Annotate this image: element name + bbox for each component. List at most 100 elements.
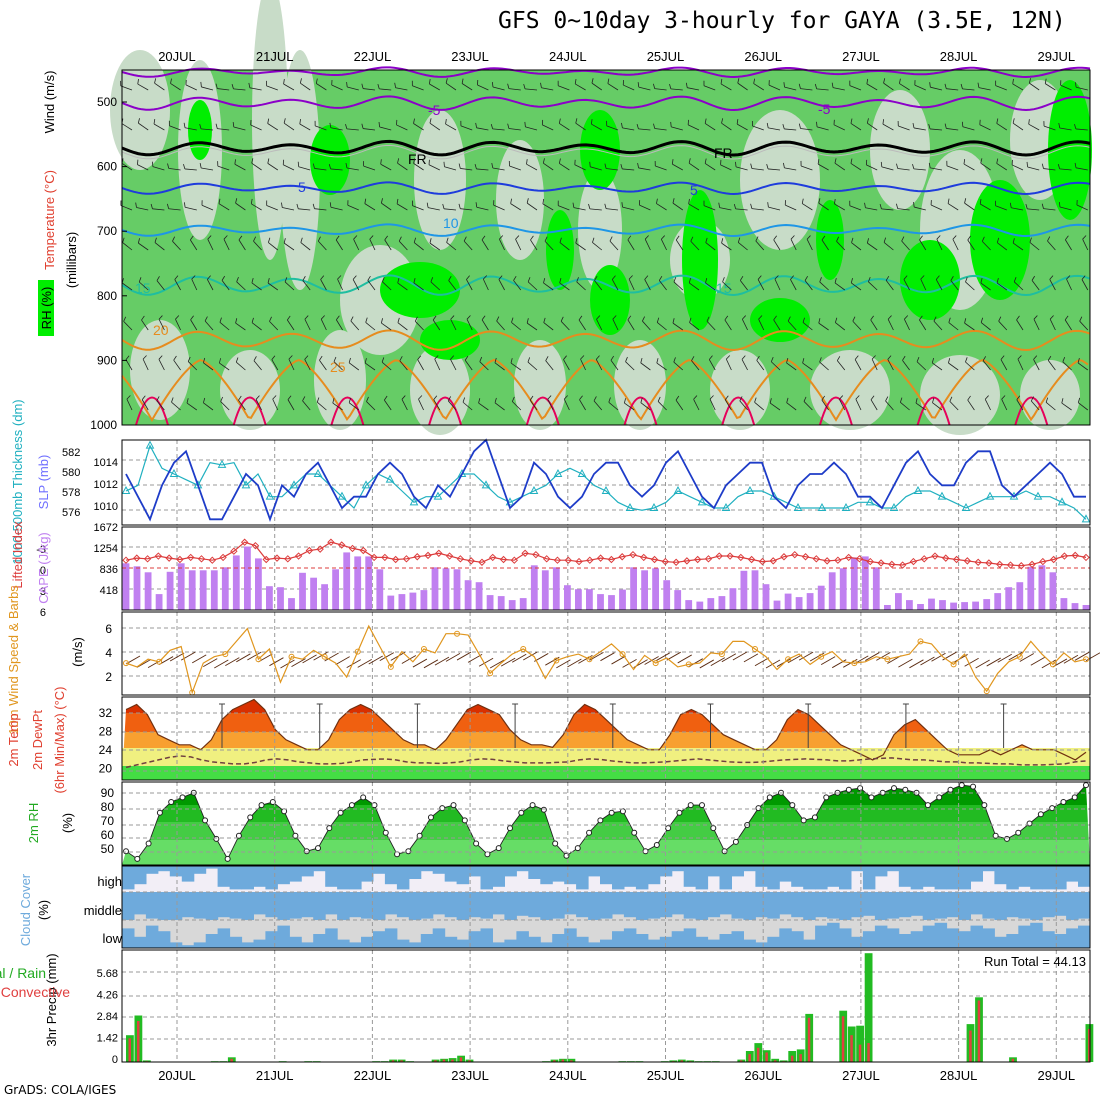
wind-barb-flag <box>328 164 332 170</box>
li-marker <box>133 554 141 562</box>
high-cloud-bar <box>528 866 541 879</box>
wind-barb-flag <box>158 355 163 360</box>
wind-barb <box>1081 279 1089 291</box>
cape-bar <box>972 601 979 610</box>
wind-barb-flag <box>816 121 818 127</box>
temp-band <box>122 699 1090 713</box>
wind-barb-flag <box>250 198 253 204</box>
low-rh-area <box>1020 360 1080 430</box>
high-cloud-bar <box>289 866 302 882</box>
middle-cloud-bar <box>384 892 398 915</box>
wind-barb <box>347 86 359 91</box>
wind-barb <box>477 84 489 91</box>
wind-barb <box>962 126 975 131</box>
wind-barb-10m <box>986 657 1001 667</box>
wind-speed-marker <box>983 688 990 695</box>
wind-barb <box>900 402 910 411</box>
wind-barb <box>899 83 910 91</box>
wind-barb <box>612 319 619 331</box>
thickness-marker <box>553 468 563 477</box>
wind-barb <box>1045 402 1056 411</box>
thickness-marker <box>337 491 347 500</box>
isotherm-30 <box>1014 396 1049 426</box>
cape-tick-label: 1254 <box>94 543 118 555</box>
wind-barb-10m <box>412 658 428 668</box>
wind-barb-flag <box>850 278 853 284</box>
wind-barb-flag <box>156 396 160 401</box>
freezing-level-shadow <box>121 144 1091 160</box>
wind-barb-flag <box>591 78 594 84</box>
wind-barb-flag <box>803 396 807 402</box>
li-marker <box>456 555 465 563</box>
isotherm-30 <box>916 396 951 426</box>
wind-barb <box>800 165 813 171</box>
wind-barb-flag <box>609 236 613 242</box>
wind-barb-flag <box>446 237 449 243</box>
cape-bar <box>166 571 174 610</box>
low-rh-area <box>920 355 1000 435</box>
wind-barb <box>786 402 797 411</box>
cape-bar <box>144 572 152 610</box>
low-rh-area <box>614 340 666 430</box>
temp-band <box>122 748 1090 766</box>
wind-barb-flag <box>426 202 429 208</box>
middle-cloud-bar <box>361 892 374 919</box>
middle-cloud-bar <box>265 892 278 918</box>
rh-tick-label: 50 <box>101 842 115 856</box>
wind-barb <box>1001 398 1008 411</box>
cape-tick-label: 836 <box>100 564 118 576</box>
middle-cloud-bar <box>1006 892 1019 918</box>
isotherm-30 <box>525 396 560 426</box>
wind-barb-flag <box>625 356 628 362</box>
wind-barb-flag <box>851 237 854 243</box>
wind-barb-flag <box>507 123 510 129</box>
wind-barb <box>1047 360 1056 371</box>
li-marker <box>931 552 939 560</box>
wind-barb <box>638 167 651 171</box>
wind-barb <box>1031 280 1040 291</box>
wind-barb-10m <box>787 654 803 664</box>
wind-barb <box>207 239 214 251</box>
wind-barb <box>851 282 862 291</box>
cape-bar <box>343 552 351 610</box>
cape-bar <box>552 567 560 610</box>
wind-barb <box>464 360 473 371</box>
wind-barb-flag <box>742 315 747 320</box>
thickness-marker <box>985 491 995 500</box>
date-tick-bottom: 23JUL <box>451 1068 489 1083</box>
wind-barb <box>1017 358 1024 371</box>
low-cloud-bar <box>755 942 768 948</box>
wind-barb-flag <box>253 236 257 242</box>
wind-barb-flag <box>153 118 156 125</box>
wind-barb-flag <box>220 396 224 402</box>
cape-bar <box>453 569 461 610</box>
wind-barb-flag <box>950 276 954 281</box>
wind-barb <box>466 319 473 331</box>
wind-barb <box>347 204 359 211</box>
low-rh-area <box>496 140 544 260</box>
credit-label: GrADS: COLA/IGES <box>4 1083 117 1097</box>
li-marker <box>316 545 324 553</box>
low-cloud-bar <box>564 928 577 948</box>
wind-barb <box>591 82 603 91</box>
precip-total-bar <box>856 1025 864 1062</box>
thickness-marker <box>601 485 611 494</box>
wind-barb-flag <box>369 235 374 240</box>
high-cloud-bar <box>408 866 422 879</box>
wind-barb-flag <box>883 78 886 84</box>
slp-axis-label: SLP (mb) <box>36 455 51 510</box>
temp-panel-frame <box>121 696 1091 781</box>
middle-cloud-bar <box>958 892 971 920</box>
isotherm-20 <box>121 329 1091 352</box>
wind-barb <box>949 401 959 411</box>
high-cloud-bar <box>552 866 565 882</box>
wind-barb-flag <box>1028 78 1031 84</box>
wind-barb <box>1012 122 1024 131</box>
wind-barb <box>870 399 878 411</box>
wind-barb <box>638 86 651 91</box>
date-tick-bottom: 26JUL <box>744 1068 782 1083</box>
wind-barb-flag <box>515 235 520 240</box>
wind-barb <box>429 242 441 251</box>
low-cloud-bar <box>516 931 529 948</box>
wind-barb-flag <box>821 235 826 241</box>
